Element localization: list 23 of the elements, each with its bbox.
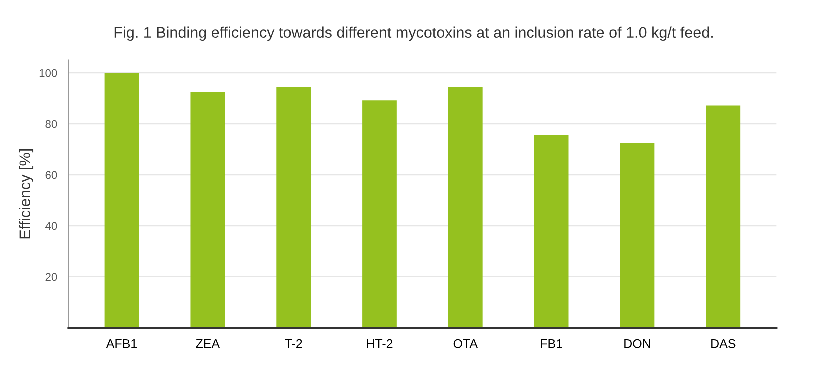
x-tick-label: HT-2 <box>367 339 393 348</box>
x-tick-label: ZEA <box>196 340 220 348</box>
bar <box>276 87 312 328</box>
x-tick-label: OTA <box>454 339 478 348</box>
bar <box>706 106 741 328</box>
x-tick-label: FB1 <box>541 340 562 348</box>
x-tick-label: DAS <box>712 339 736 348</box>
y-tick-label: 60 <box>46 171 58 180</box>
y-tick-label: 100 <box>40 69 58 78</box>
bar <box>448 87 483 328</box>
y-axis-title: Efficiency [%] <box>19 150 34 239</box>
x-tick-label: AFB1 <box>106 340 138 348</box>
bar <box>104 73 140 328</box>
y-tick-label: 40 <box>46 222 58 230</box>
x-tick-label: DON <box>624 339 650 348</box>
y-tick-label: 80 <box>46 120 58 128</box>
bar <box>362 100 397 328</box>
chart-title: Fig. 1 Binding efficiency towards different mycotoxins at an inclusion rate of 1.0 kg/t feed. <box>114 26 713 42</box>
x-tick-label: T-2 <box>285 339 302 348</box>
y-tick-label: 20 <box>46 273 58 282</box>
bar <box>534 135 569 328</box>
bar <box>190 92 226 328</box>
bar <box>620 143 655 328</box>
